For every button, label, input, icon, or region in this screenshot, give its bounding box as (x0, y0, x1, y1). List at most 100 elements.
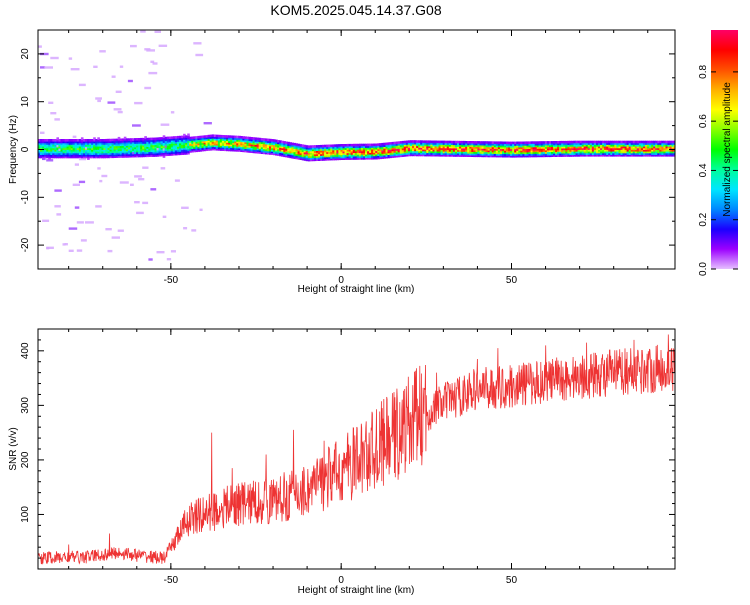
spectrogram-cell (575, 145, 579, 149)
spectrogram-cell (583, 140, 587, 144)
spectrogram-cell (238, 137, 241, 141)
spectrogram-cell (328, 156, 331, 159)
spectrogram-cell (213, 147, 217, 151)
spectrogram-cell (160, 145, 164, 148)
spectrogram-cell (305, 148, 309, 152)
spectrogram-cell (430, 143, 433, 147)
spectrogram-cell (256, 147, 260, 151)
spectrogram-cell (581, 147, 585, 150)
spectrogram-cell (612, 149, 615, 152)
spectrogram-cell (645, 152, 648, 155)
spectrogram-cell (448, 152, 452, 155)
spectrogram-cell (273, 144, 276, 147)
spectrogram-cell (534, 149, 538, 153)
spectrogram-cell (234, 149, 237, 152)
spectrogram-cell (348, 157, 352, 160)
spectrogram-cell (659, 140, 662, 144)
spectrogram-cell (538, 141, 542, 144)
spectrogram-speckle (183, 227, 188, 230)
spectrogram-cell (258, 139, 262, 143)
spectrogram-cell (40, 144, 43, 147)
spectrogram-cell (628, 140, 632, 144)
spectrogram-cell (630, 147, 634, 150)
spectrogram-cell (522, 146, 525, 150)
spectrogram-cell (262, 138, 266, 141)
spectrogram-cell (432, 140, 436, 144)
spectrogram-cell (174, 137, 178, 141)
spectrogram-cell (446, 150, 450, 154)
spectrogram-cell (152, 137, 156, 141)
spectrogram-cell (528, 153, 532, 156)
spectrogram-cell (671, 142, 675, 145)
spectrogram-cell (628, 144, 632, 147)
spectrogram-cell (316, 156, 319, 160)
spectrogram-cell (375, 150, 378, 153)
spectrogram-cell (465, 144, 468, 147)
spectrogram-cell (58, 155, 61, 159)
spectrogram-cell (342, 154, 346, 157)
spectrogram-cell (491, 144, 495, 148)
spectrogram-cell (140, 144, 143, 148)
spectrogram-cell (138, 144, 141, 148)
spectrogram-cell (483, 147, 487, 151)
spectrogram-cell (559, 149, 562, 152)
spectrogram-cell (185, 138, 188, 142)
spectrogram-cell (414, 148, 417, 152)
spectrogram-cell (154, 137, 158, 141)
spectrogram-cell (371, 150, 374, 153)
spectrogram-cell (168, 149, 172, 153)
spectrogram-cell (103, 152, 106, 155)
spectrogram-cell (226, 135, 229, 138)
spectrogram-cell (205, 135, 209, 138)
spectrogram-cell (258, 146, 262, 149)
spectrogram-cell (42, 154, 45, 157)
spectrogram-cell (465, 149, 468, 152)
spectrogram-cell (93, 154, 96, 157)
spectrogram-cell (123, 136, 127, 140)
spectrogram-cell (273, 145, 276, 149)
spectrogram-cell (448, 147, 452, 150)
spectrogram-cell (336, 154, 339, 157)
spectrogram-cell (377, 156, 380, 160)
spectrogram-cell (528, 149, 532, 153)
spectrogram-cell (62, 142, 66, 145)
spectrogram-cell (281, 152, 284, 155)
spectrogram-cell (395, 141, 399, 145)
spectrogram-cell (647, 144, 650, 147)
spectrogram-cell (99, 152, 102, 155)
spectrogram-cell (311, 153, 315, 157)
spectrogram-cell (322, 158, 325, 161)
spectrogram-cell (330, 144, 333, 148)
spectrogram-cell (622, 140, 626, 144)
spectrogram-cell (538, 144, 542, 148)
spectrogram-cell (399, 142, 403, 146)
spectrogram-cell (569, 145, 572, 149)
spectrogram-cell (585, 144, 589, 147)
spectrogram-cell (326, 146, 329, 149)
spectrogram-cell (530, 148, 534, 151)
spectrogram-cell (307, 150, 311, 153)
spectrogram-speckle (132, 124, 141, 127)
spectrogram-cell (581, 154, 585, 157)
spectrogram-cell (164, 148, 168, 152)
spectrogram-cell (377, 145, 380, 148)
spectrogram-cell (70, 139, 74, 142)
spectrogram-cell (262, 144, 266, 148)
spectrogram-cell (299, 154, 303, 157)
spectrogram-cell (532, 151, 536, 154)
spectrogram-cell (530, 151, 534, 154)
spectrogram-cell (181, 152, 184, 155)
spectrogram-cell (136, 153, 139, 156)
spectrogram-cell (287, 155, 290, 158)
spectrogram-cell (602, 154, 605, 157)
spectrogram-cell (593, 152, 597, 155)
spectrogram-cell (403, 149, 407, 152)
spectrogram-cell (293, 144, 297, 148)
spectrogram-cell (236, 139, 239, 142)
spectrogram-cell (624, 147, 628, 150)
spectrogram-cell (187, 136, 190, 140)
spectrogram-cell (544, 142, 548, 146)
spectrogram-cell (271, 144, 274, 147)
spectrogram-cell (328, 144, 331, 148)
spectrogram-cell (481, 152, 485, 156)
